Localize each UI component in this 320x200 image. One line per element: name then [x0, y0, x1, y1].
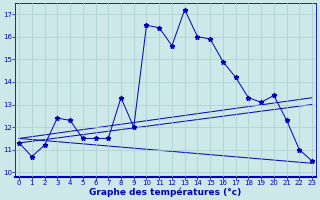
X-axis label: Graphe des températures (°c): Graphe des températures (°c): [90, 188, 242, 197]
